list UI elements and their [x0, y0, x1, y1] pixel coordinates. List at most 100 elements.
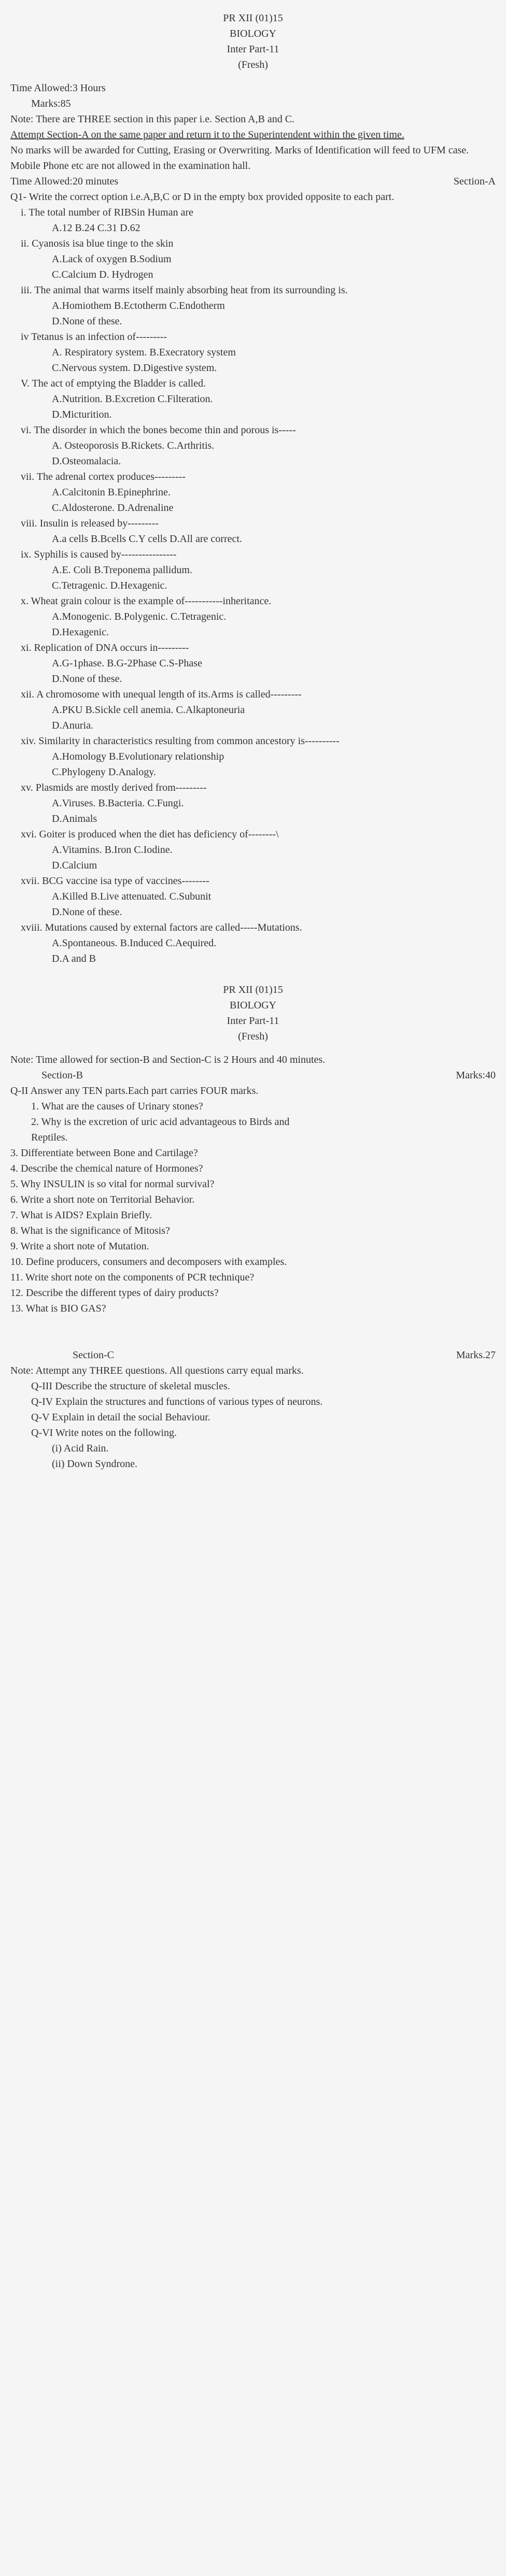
mcq-item: vii. The adrenal cortex produces--------…: [10, 469, 496, 516]
section-b-question: 9. Write a short note of Mutation.: [10, 1239, 496, 1254]
note: Note: There are THREE section in this pa…: [10, 111, 496, 127]
mcq-options: D.None of these.: [52, 314, 496, 329]
mcq-question: iii. The animal that warms itself mainly…: [21, 282, 496, 298]
section-b-question: 13. What is BIO GAS?: [10, 1301, 496, 1316]
section-c-question: Q-VI Write notes on the following.: [31, 1425, 496, 1441]
mcq-question: vi. The disorder in which the bones beco…: [21, 422, 496, 438]
mcq-options: D.None of these.: [52, 671, 496, 687]
mcq-question: xv. Plasmids are mostly derived from----…: [21, 780, 496, 795]
mcq-options: D.Hexagenic.: [52, 624, 496, 640]
section-c-question: Q-V Explain in detail the social Behavio…: [31, 1410, 496, 1425]
instruction-2: No marks will be awarded for Cutting, Er…: [10, 143, 496, 174]
section-c-note: Note: Attempt any THREE questions. All q…: [10, 1363, 496, 1378]
time-allowed: Time Allowed:3 Hours: [10, 80, 496, 96]
mcq-question: ii. Cyanosis isa blue tinge to the skin: [21, 236, 496, 251]
section-a-label: Section-A: [454, 174, 496, 189]
mcq-item: xii. A chromosome with unequal length of…: [10, 687, 496, 733]
mcq-item: ix. Syphilis is caused by---------------…: [10, 547, 496, 593]
exam-part: Inter Part-11: [10, 41, 496, 57]
section-b-question: 11. Write short note on the components o…: [10, 1270, 496, 1285]
mcq-options: D.None of these.: [52, 904, 496, 920]
mcq-options: C.Phylogeny D.Analogy.: [52, 764, 496, 780]
mcq-question: xii. A chromosome with unequal length of…: [21, 687, 496, 702]
section-b-question: 3. Differentiate between Bone and Cartil…: [10, 1145, 496, 1161]
section-c-question: Q-III Describe the structure of skeletal…: [31, 1378, 496, 1394]
mcq-item: iv Tetanus is an infection of---------A.…: [10, 329, 496, 376]
mcq-options: D.Micturition.: [52, 407, 496, 422]
mcq-item: xi. Replication of DNA occurs in--------…: [10, 640, 496, 687]
section-b-question: 1. What are the causes of Urinary stones…: [31, 1099, 496, 1114]
mcq-item: ii. Cyanosis isa blue tinge to the skinA…: [10, 236, 496, 282]
mcq-options: A.PKU B.Sickle cell anemia. C.Alkaptoneu…: [52, 702, 496, 718]
mcq-list: i. The total number of RIBSin Human areA…: [10, 205, 496, 966]
section-a-time: Time Allowed:20 minutes: [10, 174, 118, 189]
mcq-options: A.12 B.24 C.31 D.62: [52, 220, 496, 236]
q2-instruction: Q-II Answer any TEN parts.Each part carr…: [10, 1083, 496, 1099]
mcq-question: viii. Insulin is released by---------: [21, 516, 496, 531]
mcq-options: A.Nutrition. B.Excretion C.Filteration.: [52, 391, 496, 407]
mcq-options: A. Respiratory system. B.Execratory syst…: [52, 345, 496, 360]
exam-header-2: PR XII (01)15 BIOLOGY Inter Part-11 (Fre…: [10, 982, 496, 1044]
section-b-question: 4. Describe the chemical nature of Hormo…: [10, 1161, 496, 1176]
q1-instruction: Q1- Write the correct option i.e.A,B,C o…: [10, 189, 496, 205]
section-b-label: Section-B: [41, 1068, 83, 1083]
exam-fresh: (Fresh): [10, 57, 496, 73]
mcq-question: i. The total number of RIBSin Human are: [21, 205, 496, 220]
instruction-1: Attempt Section-A on the same paper and …: [10, 127, 496, 143]
section-c-header: Section-C Marks.27: [10, 1347, 496, 1363]
exam-header: PR XII (01)15 BIOLOGY Inter Part-11 (Fre…: [10, 10, 496, 73]
mcq-item: iii. The animal that warms itself mainly…: [10, 282, 496, 329]
mcq-question: xvii. BCG vaccine isa type of vaccines--…: [21, 873, 496, 889]
section-c-marks: Marks.27: [456, 1347, 496, 1363]
mcq-options: A.Homiothem B.Ectotherm C.Endotherm: [52, 298, 496, 314]
exam-code: PR XII (01)15: [10, 10, 496, 26]
section-a-header: Time Allowed:20 minutes Section-A: [10, 174, 496, 189]
mcq-question: xviii. Mutations caused by external fact…: [21, 920, 496, 935]
mcq-options: A.Lack of oxygen B.Sodium: [52, 251, 496, 267]
mcq-options: A.Monogenic. B.Polygenic. C.Tetragenic.: [52, 609, 496, 624]
mcq-item: xv. Plasmids are mostly derived from----…: [10, 780, 496, 827]
section-b-question: 12. Describe the different types of dair…: [10, 1285, 496, 1301]
mcq-item: xiv. Similarity in characteristics resul…: [10, 733, 496, 780]
mcq-options: D.Calcium: [52, 858, 496, 873]
mcq-options: A.Viruses. B.Bacteria. C.Fungi.: [52, 795, 496, 811]
mcq-options: D.Animals: [52, 811, 496, 827]
mcq-options: A.Calcitonin B.Epinephrine.: [52, 485, 496, 500]
exam-subject-2: BIOLOGY: [10, 998, 496, 1013]
exam-fresh-2: (Fresh): [10, 1029, 496, 1044]
mcq-options: A.Vitamins. B.Iron C.Iodine.: [52, 842, 496, 858]
mcq-options: D.A and B: [52, 951, 496, 966]
mcq-item: i. The total number of RIBSin Human areA…: [10, 205, 496, 236]
mcq-item: V. The act of emptying the Bladder is ca…: [10, 376, 496, 422]
section-b-question: 6. Write a short note on Territorial Beh…: [10, 1192, 496, 1207]
mcq-options: D.Anuria.: [52, 718, 496, 733]
exam-code-2: PR XII (01)15: [10, 982, 496, 998]
mcq-options: C.Calcium D. Hydrogen: [52, 267, 496, 282]
mcq-item: xviii. Mutations caused by external fact…: [10, 920, 496, 966]
section-c-subquestion: (i) Acid Rain.: [52, 1441, 496, 1456]
mcq-options: D.Osteomalacia.: [52, 453, 496, 469]
mcq-item: xvii. BCG vaccine isa type of vaccines--…: [10, 873, 496, 920]
mcq-question: xiv. Similarity in characteristics resul…: [21, 733, 496, 749]
section-b-note: Note: Time allowed for section-B and Sec…: [10, 1052, 496, 1068]
mcq-question: vii. The adrenal cortex produces--------…: [21, 469, 496, 485]
section-c-label: Section-C: [73, 1347, 114, 1363]
section-b-question: 2. Why is the excretion of uric acid adv…: [31, 1114, 496, 1130]
mcq-item: vi. The disorder in which the bones beco…: [10, 422, 496, 469]
section-b-header: Section-B Marks:40: [10, 1068, 496, 1083]
mcq-question: xi. Replication of DNA occurs in--------…: [21, 640, 496, 656]
section-b-question: 10. Define producers, consumers and deco…: [10, 1254, 496, 1270]
section-c-question: Q-IV Explain the structures and function…: [31, 1394, 496, 1410]
mcq-options: A.Homology B.Evolutionary relationship: [52, 749, 496, 764]
section-b-question: 8. What is the significance of Mitosis?: [10, 1223, 496, 1239]
section-b-question: 7. What is AIDS? Explain Briefly.: [10, 1207, 496, 1223]
section-b-question: Reptiles.: [31, 1130, 496, 1145]
mcq-item: viii. Insulin is released by---------A.a…: [10, 516, 496, 547]
section-c-subquestion: (ii) Down Syndrone.: [52, 1456, 496, 1472]
mcq-question: V. The act of emptying the Bladder is ca…: [21, 376, 496, 391]
mcq-options: C.Tetragenic. D.Hexagenic.: [52, 578, 496, 593]
marks: Marks:85: [31, 96, 496, 111]
section-b-question: 5. Why INSULIN is so vital for normal su…: [10, 1176, 496, 1192]
exam-part-2: Inter Part-11: [10, 1013, 496, 1029]
section-b-questions: 1. What are the causes of Urinary stones…: [10, 1099, 496, 1316]
